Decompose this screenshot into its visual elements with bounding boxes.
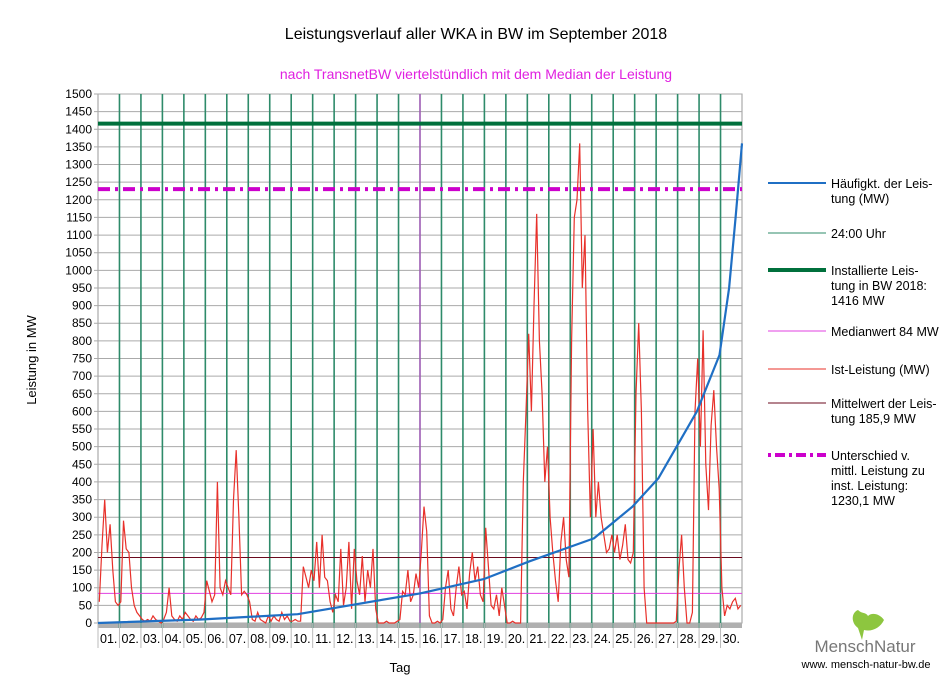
y-tick-label: 1150: [66, 210, 92, 224]
y-tick-label: 1400: [65, 122, 92, 136]
y-axis-label: Leistung in MW: [24, 314, 39, 404]
x-tick-label: 27.: [658, 632, 675, 646]
legend-label: Installierte Leis-: [831, 264, 919, 278]
x-tick-label: 06.: [207, 632, 224, 646]
x-tick-label: 23.: [572, 632, 589, 646]
y-tick-label: 300: [72, 510, 92, 524]
x-tick-label: 03.: [143, 632, 160, 646]
x-tick-label: 17.: [444, 632, 461, 646]
x-tick-label: 05.: [186, 632, 203, 646]
x-tick-label: 02.: [122, 632, 139, 646]
y-tick-label: 100: [72, 581, 92, 595]
legend-label: 1230,1 MW: [831, 494, 895, 508]
x-tick-label: 10.: [293, 632, 310, 646]
x-tick-label: 30.: [723, 632, 740, 646]
x-tick-label: 04.: [164, 632, 181, 646]
x-tick-label: 20.: [508, 632, 525, 646]
logo: MenschNatur www. mensch-natur-bw.de: [801, 610, 931, 671]
y-tick-label: 400: [72, 475, 92, 489]
y-tick-label: 1200: [65, 193, 92, 207]
x-tick-label: 01.: [100, 632, 117, 646]
y-tick-label: 350: [72, 493, 92, 507]
y-tick-label: 950: [72, 281, 92, 295]
x-tick-label: 24.: [594, 632, 611, 646]
x-tick-label: 11.: [315, 632, 331, 646]
y-tick-label: 150: [72, 563, 92, 577]
x-tick-label: 19.: [486, 632, 503, 646]
legend-label: Ist-Leistung (MW): [831, 363, 930, 377]
x-axis-label: Tag: [390, 660, 411, 675]
legend-label: Häufigkt. der Leis-: [831, 177, 932, 191]
haeufigkeit-line: [97, 143, 744, 625]
y-tick-label: 200: [72, 545, 92, 559]
x-tick-label: 29.: [701, 632, 718, 646]
chart-subtitle: nach TransnetBW viertelstündlich mit dem…: [280, 66, 672, 82]
x-tick-label: 21.: [529, 632, 546, 646]
logo-brand: MenschNatur: [814, 637, 915, 656]
ist-leistung-line: [98, 143, 742, 624]
logo-url: www. mensch-natur-bw.de: [801, 659, 931, 671]
ginkgo-leaf-icon: [852, 610, 884, 640]
y-tick-label: 1100: [66, 228, 92, 242]
y-tick-label: 250: [72, 528, 92, 542]
y-tick-label: 900: [72, 299, 92, 313]
legend-label: mittl. Leistung zu: [831, 464, 925, 478]
y-tick-label: 1250: [65, 175, 92, 189]
y-tick-label: 0: [85, 616, 92, 630]
x-tick-label: 28.: [680, 632, 697, 646]
x-tick-label: 25.: [615, 632, 632, 646]
y-tick-label: 650: [72, 387, 92, 401]
y-tick-label: 500: [72, 440, 92, 454]
legend-label: tung (MW): [831, 192, 889, 206]
x-tick-label: 07.: [229, 632, 246, 646]
x-tick-label: 15.: [401, 632, 418, 646]
x-tick-label: 22.: [551, 632, 568, 646]
x-tick-label: 09.: [272, 632, 289, 646]
x-tick-label: 26.: [637, 632, 654, 646]
y-tick-label: 1450: [65, 105, 92, 119]
legend-label: Medianwert 84 MW: [831, 325, 939, 339]
x-tick-label: 13.: [358, 632, 375, 646]
y-tick-label: 1000: [65, 263, 92, 277]
chart-title: Leistungsverlauf aller WKA in BW im Sept…: [285, 26, 668, 43]
legend-label: tung 185,9 MW: [831, 412, 916, 426]
y-tick-label: 1300: [65, 158, 92, 172]
y-tick-label: 600: [72, 404, 92, 418]
y-tick-label: 850: [72, 316, 92, 330]
x-tick-label: 16.: [422, 632, 439, 646]
y-tick-label: 750: [72, 352, 92, 366]
legend-label: Unterschied v.: [831, 449, 910, 463]
x-tick-label: 14.: [379, 632, 396, 646]
y-tick-label: 1500: [65, 87, 92, 101]
y-tick-label: 700: [72, 369, 92, 383]
y-tick-label: 450: [72, 457, 92, 471]
legend-label: inst. Leistung:: [831, 479, 908, 493]
legend-label: 24:00 Uhr: [831, 227, 886, 241]
y-tick-label: 1050: [65, 246, 92, 260]
x-tick-label: 08.: [250, 632, 267, 646]
y-tick-label: 50: [79, 598, 93, 612]
legend-label: tung in BW 2018:: [831, 279, 927, 293]
legend-label: Mittelwert der Leis-: [831, 397, 937, 411]
y-tick-label: 550: [72, 422, 92, 436]
y-tick-label: 800: [72, 334, 92, 348]
y-tick-label: 1350: [65, 140, 92, 154]
x-tick-label: 18.: [465, 632, 482, 646]
x-tick-label: 12.: [336, 632, 353, 646]
legend-label: 1416 MW: [831, 294, 885, 308]
